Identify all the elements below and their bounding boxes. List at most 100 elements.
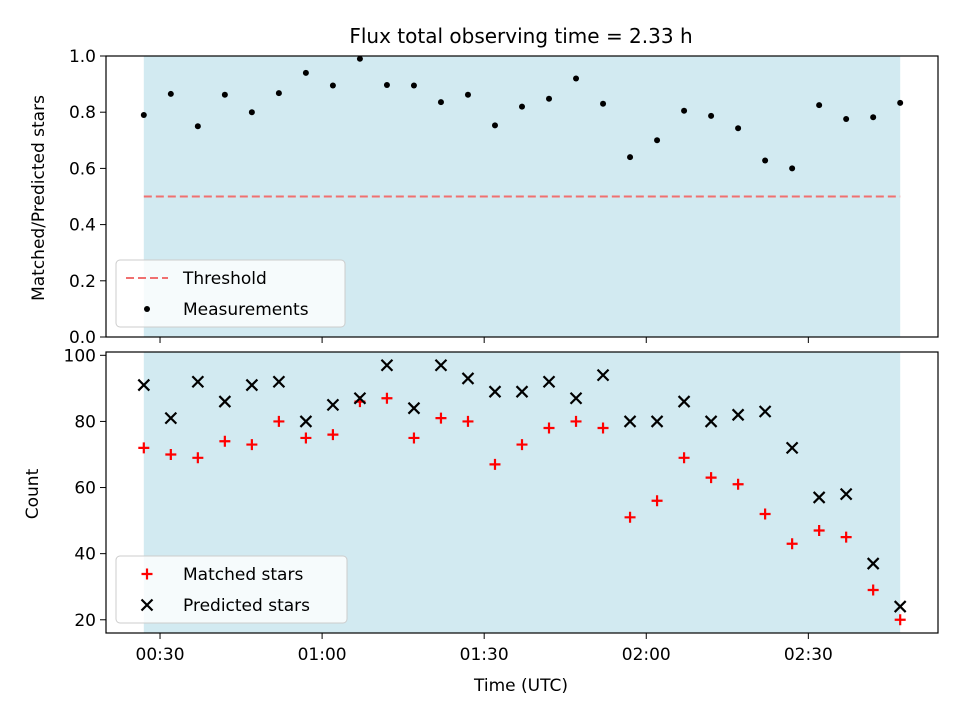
measurement-point (491, 122, 498, 129)
measurement-point (302, 69, 309, 76)
predicted-star-point (218, 395, 232, 408)
top-legend (115, 259, 346, 328)
legend-measurement-swatch (144, 306, 150, 312)
predicted-star-point (866, 557, 880, 570)
measurement-point (437, 99, 444, 106)
bottom-y-tick-label: 20 (74, 611, 96, 631)
measurement-point (140, 112, 147, 119)
predicted-star-point (785, 441, 799, 455)
bottom-y-tick-label: 100 (64, 346, 96, 366)
legend-label: Threshold (182, 269, 267, 289)
matched-star-point (813, 525, 825, 537)
predicted-star-point (812, 491, 826, 504)
x-tick-label: 00:30 (136, 645, 185, 665)
matched-star-point (489, 458, 501, 470)
predicted-star-point (299, 415, 313, 428)
matched-star-point (516, 439, 528, 451)
bottom-y-tick-label: 60 (74, 479, 96, 499)
matched-star-point (705, 472, 717, 484)
bottom-y-tick-label: 80 (74, 412, 96, 432)
top-y-axis-label: Matched/Predicted stars (29, 95, 49, 301)
predicted-star-point (650, 415, 664, 428)
measurement-point (600, 100, 607, 107)
top-y-tick-label: 0.2 (69, 272, 96, 292)
legend-label: Matched stars (183, 565, 303, 585)
measurement-point (519, 103, 525, 110)
measurement-point (789, 165, 796, 172)
predicted-star-point (542, 375, 556, 389)
predicted-star-point (569, 392, 583, 405)
predicted-star-point (596, 368, 610, 382)
matched-star-point (867, 584, 879, 596)
measurement-point (627, 154, 634, 161)
top-y-tick-label: 0.0 (69, 328, 96, 348)
matched-star-point (543, 422, 555, 434)
measurement-point (843, 115, 850, 122)
legend-predicted-swatch (140, 598, 154, 612)
matched-star-point (894, 614, 906, 626)
measurement-point (546, 95, 553, 102)
matched-star-point (435, 412, 447, 424)
measurement-point (573, 75, 580, 82)
top-y-tick-label: 0.8 (69, 103, 96, 123)
predicted-star-point (839, 487, 853, 501)
measurement-point (356, 55, 363, 62)
bottom-axes-frame (105, 351, 939, 634)
chart-title: Flux total observing time = 2.33 h (349, 24, 692, 48)
measurement-point (329, 82, 336, 89)
top-y-tick-label: 0.4 (69, 216, 96, 236)
predicted-star-point (434, 358, 448, 372)
measurement-point (897, 99, 904, 106)
bottom-panel: 20 40 60 80 100 00:30 01:00 01:30 02:00 02:30 Matc… (64, 346, 939, 665)
top-axes-frame (105, 55, 939, 338)
matched-star-point (624, 511, 636, 523)
matched-star-point (381, 392, 393, 404)
measurement-point (194, 123, 201, 130)
x-tick-label: 01:00 (298, 645, 347, 665)
matched-star-point (219, 435, 231, 447)
matched-star-point (408, 432, 420, 444)
measurement-point (464, 91, 471, 98)
bottom-legend (115, 555, 348, 624)
predicted-star-point (677, 395, 691, 408)
predicted-star-point (704, 415, 718, 428)
top-y-tick-label: 1.0 (69, 47, 96, 67)
predicted-star-point (461, 372, 475, 385)
predicted-star-point (245, 378, 259, 392)
predicted-star-point (407, 401, 421, 415)
legend-matched-swatch (141, 568, 153, 580)
measurement-point (681, 107, 688, 114)
predicted-star-point (731, 408, 745, 422)
measurement-point (167, 90, 174, 97)
x-tick-label: 02:30 (784, 645, 833, 665)
measurement-point (221, 91, 228, 98)
matched-star-point (840, 531, 852, 543)
bottom-y-axis-label: Count (23, 468, 43, 519)
matched-star-point (192, 452, 204, 464)
predicted-star-point (893, 600, 907, 613)
matched-star-point (570, 415, 582, 427)
matched-star-point (138, 442, 150, 454)
measurement-point (708, 112, 715, 119)
measurement-point (248, 109, 255, 116)
measurement-point (762, 157, 769, 164)
predicted-star-point (623, 415, 637, 428)
matched-star-point (165, 448, 177, 460)
predicted-star-point (758, 405, 772, 418)
matched-star-point (273, 415, 285, 427)
measurement-point (816, 102, 823, 109)
matched-star-point (786, 538, 798, 550)
matched-star-point (759, 508, 771, 520)
predicted-star-point (515, 385, 529, 398)
x-tick-label: 01:30 (460, 645, 509, 665)
x-axis-label: Time (UTC) (473, 676, 568, 696)
matched-star-point (246, 439, 258, 451)
measurement-point (735, 125, 742, 132)
top-panel: 0.0 0.2 0.4 0.6 0.8 1.0 Threshold Measurements (69, 47, 939, 348)
predicted-star-point (137, 378, 151, 392)
matched-star-point (462, 415, 474, 427)
matched-star-point (327, 429, 339, 441)
measurement-point (410, 82, 417, 89)
measurement-point (383, 81, 390, 88)
